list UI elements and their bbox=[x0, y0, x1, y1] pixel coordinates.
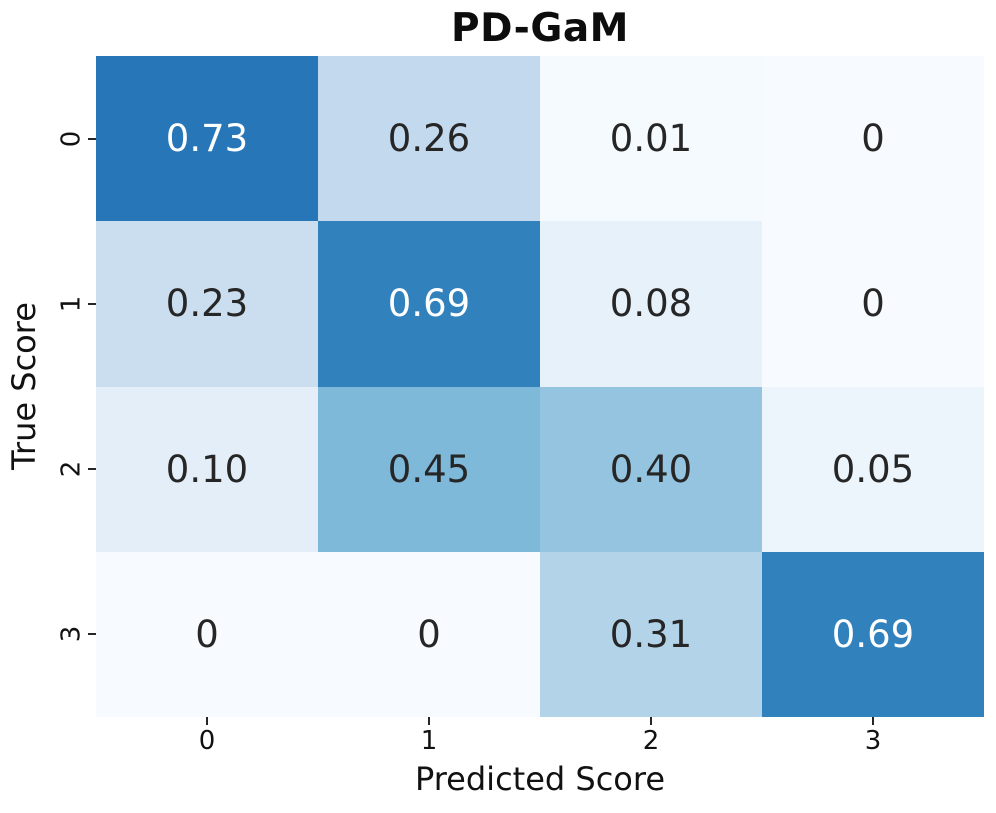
heatmap-cell: 0.69 bbox=[318, 221, 540, 387]
heatmap-cell: 0.69 bbox=[762, 551, 984, 717]
y-tick: 1 bbox=[40, 221, 96, 386]
x-tick-mark bbox=[650, 717, 652, 725]
x-tick-mark bbox=[872, 717, 874, 725]
y-tick-label: 2 bbox=[56, 460, 87, 478]
heatmap-cell: 0.73 bbox=[96, 56, 318, 222]
heatmap-cell: 0.31 bbox=[540, 551, 762, 717]
y-tick-label: 0 bbox=[56, 130, 87, 147]
cell-value: 0.40 bbox=[609, 447, 693, 491]
x-tick-mark bbox=[428, 717, 430, 725]
heatmap-cell: 0.05 bbox=[762, 386, 984, 552]
x-tick-label: 0 bbox=[198, 726, 216, 756]
y-tick-label: 1 bbox=[56, 295, 87, 313]
heatmap-cell: 0.23 bbox=[96, 221, 318, 387]
heatmap-cell: 0.40 bbox=[540, 386, 762, 552]
cell-value: 0.05 bbox=[831, 447, 915, 491]
cell-value: 0 bbox=[861, 117, 885, 161]
y-tick: 0 bbox=[40, 56, 96, 221]
chart-title: PD-GaM bbox=[450, 6, 629, 51]
cell-value: 0 bbox=[195, 612, 219, 656]
heatmap-cell: 0 bbox=[318, 551, 540, 717]
heatmap-cell: 0.01 bbox=[540, 56, 762, 222]
x-tick: 0 bbox=[96, 717, 318, 761]
heatmap-plot: 0.73 0.26 0.01 0 0.23 0.69 0.08 0 0.10 0.45 0.40 0.… bbox=[96, 56, 984, 717]
x-tick-mark bbox=[206, 717, 208, 725]
x-tick: 2 bbox=[540, 717, 762, 761]
cell-value: 0.69 bbox=[831, 612, 915, 656]
cell-value: 0.01 bbox=[609, 117, 693, 161]
y-tick: 2 bbox=[40, 387, 96, 552]
heatmap-cell: 0 bbox=[762, 56, 984, 222]
cell-value: 0.10 bbox=[165, 447, 249, 491]
heatmap-cell: 0.26 bbox=[318, 56, 540, 222]
x-tick-label: 2 bbox=[642, 726, 660, 756]
y-tick-mark bbox=[88, 633, 96, 636]
x-tick-label: 1 bbox=[420, 726, 438, 756]
x-axis-label: Predicted Score bbox=[414, 760, 665, 798]
cell-value: 0.26 bbox=[387, 117, 471, 161]
heatmap-cell: 0.45 bbox=[318, 386, 540, 552]
cell-value: 0.08 bbox=[609, 282, 693, 326]
x-tick: 1 bbox=[318, 717, 540, 761]
cell-value: 0.45 bbox=[387, 447, 471, 491]
y-axis-ticks: 0 1 2 3 bbox=[40, 56, 96, 717]
heatmap-cell-grid: 0.73 0.26 0.01 0 0.23 0.69 0.08 0 0.10 0.45 0.40 0.… bbox=[96, 56, 984, 717]
x-tick-label: 3 bbox=[864, 726, 882, 756]
heatmap-cell: 0.10 bbox=[96, 386, 318, 552]
y-tick-label: 3 bbox=[56, 626, 87, 643]
cell-value: 0 bbox=[861, 282, 885, 326]
x-tick: 3 bbox=[762, 717, 984, 761]
y-tick-mark bbox=[88, 302, 96, 305]
cell-value: 0 bbox=[417, 612, 441, 656]
cell-value: 0.69 bbox=[387, 282, 471, 326]
cell-value: 0.31 bbox=[609, 612, 693, 656]
y-tick-mark bbox=[88, 137, 96, 140]
y-axis-label: True Score bbox=[5, 302, 43, 470]
y-tick-mark bbox=[88, 468, 96, 471]
y-tick: 3 bbox=[40, 552, 96, 717]
heatmap-cell: 0.08 bbox=[540, 221, 762, 387]
heatmap-cell: 0 bbox=[96, 551, 318, 717]
cell-value: 0.73 bbox=[165, 117, 249, 161]
x-axis-ticks: 0 1 2 3 bbox=[96, 717, 984, 761]
heatmap-cell: 0 bbox=[762, 221, 984, 387]
cell-value: 0.23 bbox=[165, 282, 249, 326]
